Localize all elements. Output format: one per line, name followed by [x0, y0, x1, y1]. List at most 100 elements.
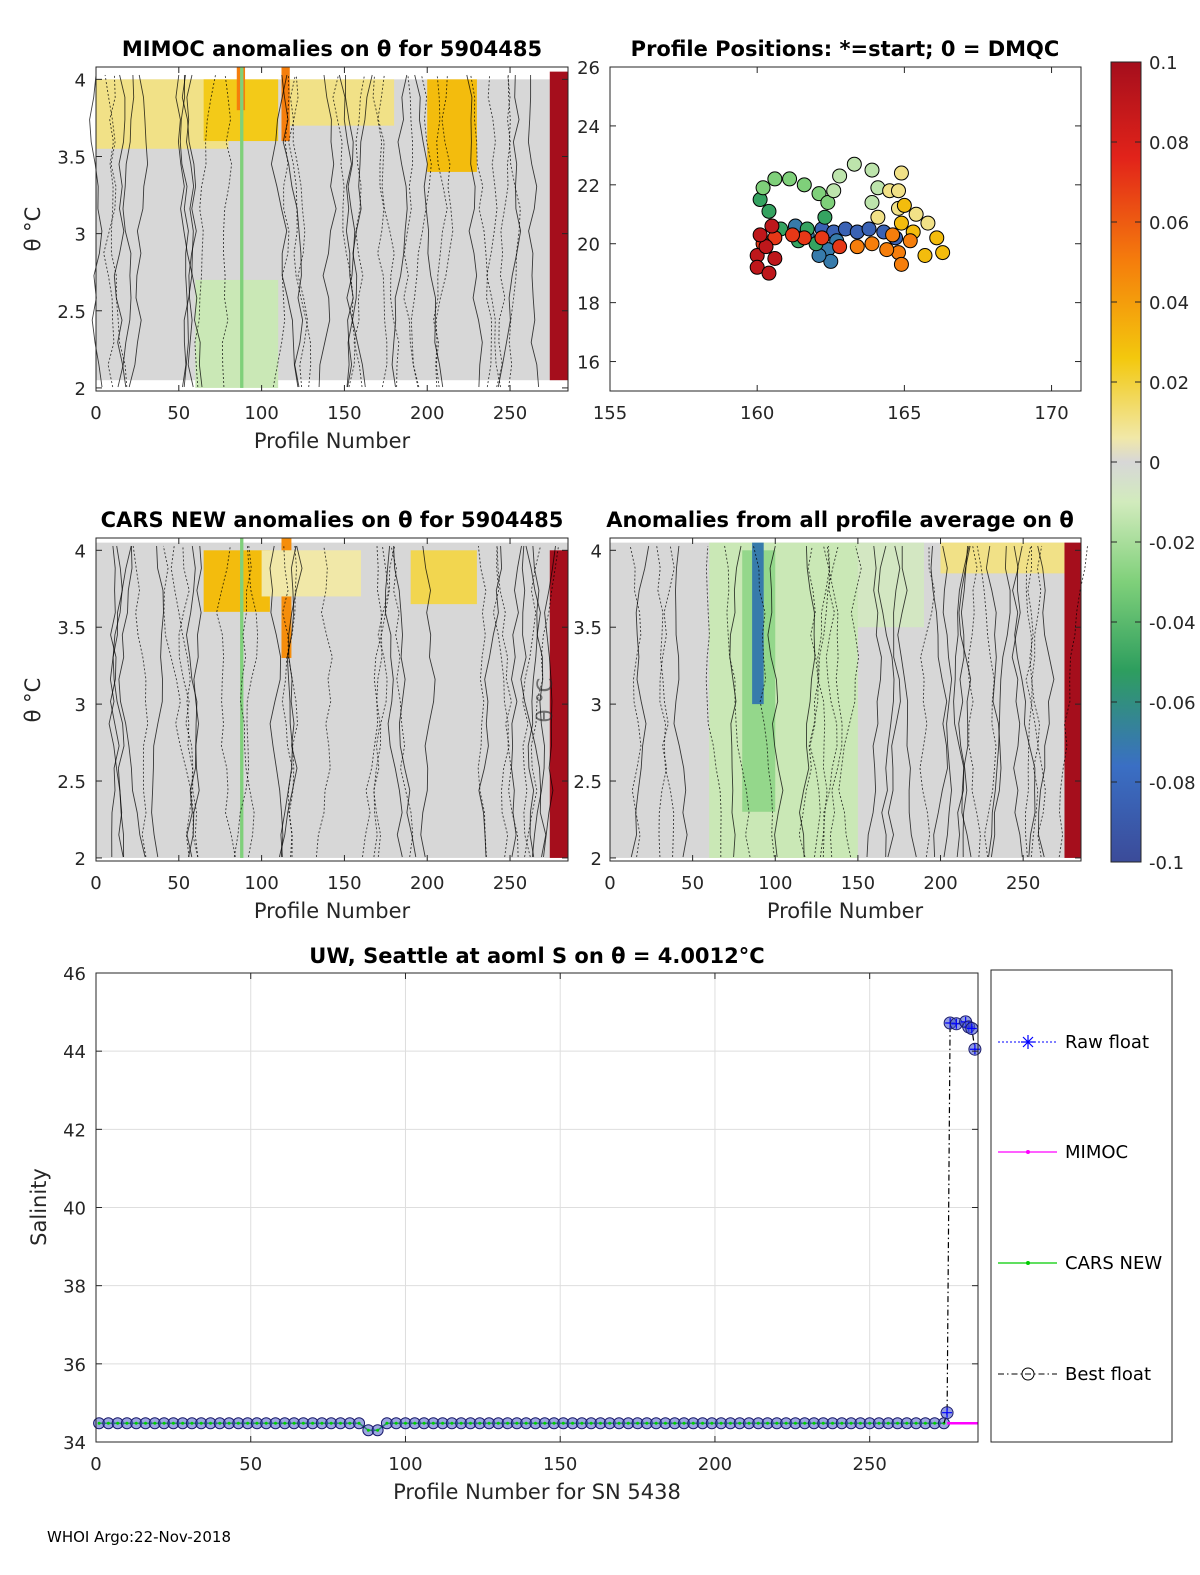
cars-point: [171, 1421, 175, 1425]
profile-position-point: [935, 245, 951, 261]
cars-point: [701, 1421, 705, 1425]
mimoc-anomaly-cell: [286, 79, 395, 126]
average-ytick-label: 3: [591, 695, 602, 716]
average-contour-line: [953, 545, 970, 858]
average-contour-line: [673, 545, 688, 858]
cars-anomaly-cell: [410, 550, 477, 605]
cars-point: [561, 1421, 565, 1425]
cars-ytick-label: 3.5: [57, 618, 86, 639]
mimoc-ytick-label: 2: [75, 379, 86, 400]
mimoc-contour-line: [221, 74, 233, 388]
average-anomaly-cell: [752, 542, 764, 705]
positions-ytick-label: 20: [577, 235, 600, 256]
mimoc-contour-line: [290, 74, 308, 388]
profile-position-point: [764, 218, 780, 234]
average-contour-line: [897, 546, 917, 858]
cars-point: [515, 1421, 519, 1425]
cars-contour-line: [186, 545, 202, 858]
mimoc-contour-line: [103, 74, 117, 388]
average-contour-line: [887, 545, 901, 858]
cars-point: [181, 1421, 185, 1425]
cars-xtick-label: 0: [90, 873, 101, 894]
cars-point: [106, 1421, 110, 1425]
cars-contour-line: [543, 545, 556, 858]
mimoc-ytick-label: 3: [75, 225, 86, 246]
cars-contour-line: [478, 545, 503, 858]
mimoc-anomaly-cell: [240, 67, 244, 388]
average-contour-line: [976, 545, 997, 858]
cars-contour-line: [373, 545, 382, 858]
cars-contour-line: [496, 545, 512, 858]
mimoc-ylabel: θ °C: [21, 207, 45, 252]
average-xtick-label: 150: [841, 873, 875, 894]
salinity-panel: UW, Seattle at aoml S on θ = 4.0012°C 0 5…: [27, 944, 982, 1504]
cars-point: [125, 1421, 129, 1425]
cars-point: [756, 1421, 760, 1425]
cars-xtick-label: 200: [410, 873, 444, 894]
profile-position-point: [893, 165, 909, 181]
mimoc-contour-line: [117, 74, 135, 388]
profile-position-point: [893, 215, 909, 231]
cars-title: CARS NEW anomalies on θ for 5904485: [101, 508, 564, 532]
profile-position-point: [902, 233, 918, 249]
cars-point: [858, 1421, 862, 1425]
average-contour-line: [866, 545, 882, 858]
best-float-series-line: [943, 1021, 976, 1424]
profile-position-point: [796, 177, 812, 193]
positions-ytick-label: 18: [577, 294, 600, 315]
cars-contour-line: [522, 545, 541, 858]
profile-position-point: [820, 194, 836, 210]
average-contour-line: [729, 545, 742, 858]
average-contour-line: [630, 545, 650, 858]
mimoc-xtick-label: 200: [410, 403, 444, 424]
cars-point: [571, 1421, 575, 1425]
cars-point: [236, 1421, 240, 1425]
average-ytick-label: 3.5: [573, 618, 602, 639]
cars-point: [831, 1421, 835, 1425]
cars-point: [348, 1421, 352, 1425]
cars-ylabel: θ °C: [21, 678, 45, 723]
salinity-ytick-label: 44: [63, 1042, 86, 1063]
average-contour-line: [1025, 545, 1046, 858]
colorbar-tick-label: -0.06: [1149, 693, 1196, 714]
cars-point: [292, 1421, 296, 1425]
legend-cars-marker: [1026, 1261, 1030, 1265]
cars-contour-line: [233, 545, 259, 858]
mimoc-contour-line: [527, 75, 540, 388]
average-contour-line: [942, 545, 953, 858]
profile-position-point: [832, 168, 848, 184]
cars-point: [385, 1421, 389, 1425]
cars-point: [496, 1421, 500, 1425]
cars-point: [896, 1421, 900, 1425]
cars-point: [524, 1421, 528, 1425]
cars-point: [533, 1421, 537, 1425]
average-ylabel: θ °C: [533, 678, 557, 723]
average-xlabel: Profile Number: [767, 899, 924, 923]
mimoc-contour-line: [507, 74, 521, 388]
cars-xtick-label: 100: [244, 873, 278, 894]
cars-contour-line: [524, 545, 559, 858]
cars-point: [264, 1421, 268, 1425]
cars-point: [710, 1421, 714, 1425]
cars-point: [413, 1421, 417, 1425]
cars-contour-line: [477, 545, 487, 858]
cars-point: [636, 1421, 640, 1425]
cars-contour-line: [373, 545, 389, 858]
average-anomaly-cell: [940, 542, 1065, 574]
cars-anomaly-cell: [261, 550, 361, 597]
cars-point: [357, 1421, 361, 1425]
salinity-axes-box: [95, 972, 979, 1443]
average-contour-line: [1012, 545, 1036, 858]
salinity-title: UW, Seattle at aoml S on θ = 4.0012°C: [309, 944, 764, 968]
mimoc-contour-line: [496, 74, 511, 388]
mimoc-contour-line: [318, 74, 337, 388]
cars-point: [868, 1421, 872, 1425]
average-contour-line: [988, 545, 1011, 858]
cars-point: [608, 1421, 612, 1425]
legend-box: [990, 969, 1173, 1443]
mimoc-ytick-label: 2.5: [57, 302, 86, 323]
cars-point: [682, 1421, 686, 1425]
cars-point: [329, 1421, 333, 1425]
profile-position-point: [761, 265, 777, 281]
